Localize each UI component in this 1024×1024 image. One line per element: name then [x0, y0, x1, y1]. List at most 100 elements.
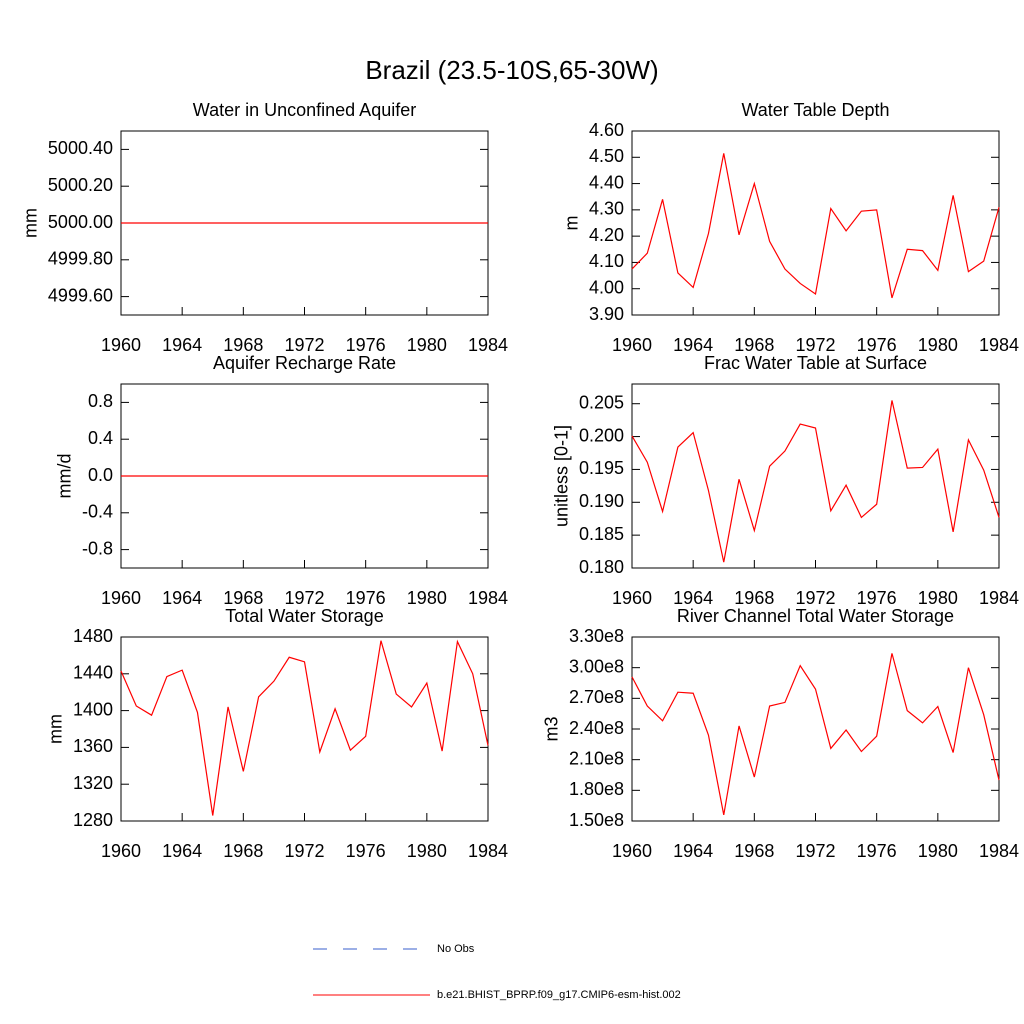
y-tick-label: 1.80e8	[569, 779, 624, 799]
y-tick-label: 0.200	[579, 425, 624, 445]
x-tick-label: 1984	[979, 335, 1019, 355]
x-tick-label: 1980	[407, 335, 447, 355]
y-axis-label: mm	[21, 208, 41, 238]
y-tick-label: 1.50e8	[569, 810, 624, 830]
x-tick-label: 1984	[468, 588, 508, 608]
x-tick-label: 1972	[284, 335, 324, 355]
y-tick-label: 1280	[73, 810, 113, 830]
x-tick-label: 1972	[795, 841, 835, 861]
y-tick-label: -0.4	[82, 502, 113, 522]
y-tick-label: 5000.20	[48, 175, 113, 195]
x-tick-label: 1972	[284, 841, 324, 861]
y-tick-label: 4.00	[589, 277, 624, 297]
plot-frame	[631, 383, 1000, 569]
x-tick-label: 1960	[612, 335, 652, 355]
x-tick-label: 1976	[857, 335, 897, 355]
x-tick-label: 1976	[346, 335, 386, 355]
x-tick-label: 1960	[101, 588, 141, 608]
x-tick-label: 1968	[734, 335, 774, 355]
y-axis-label: mm	[46, 714, 66, 744]
y-tick-label: 4.20	[589, 225, 624, 245]
y-tick-label: 4.60	[589, 120, 624, 140]
x-tick-label: 1980	[918, 841, 958, 861]
y-tick-label: 5000.40	[48, 138, 113, 158]
y-tick-label: 2.70e8	[569, 687, 624, 707]
y-axis-label: mm/d	[55, 454, 75, 499]
y-tick-label: 1400	[73, 699, 113, 719]
y-tick-label: 4.10	[589, 251, 624, 271]
y-tick-label: 0.190	[579, 491, 624, 511]
y-tick-label: 0.180	[579, 557, 624, 577]
data-line	[631, 653, 1000, 815]
plot-frame	[631, 130, 1000, 316]
y-tick-label: 4999.80	[48, 249, 113, 269]
panel-title: Frac Water Table at Surface	[704, 353, 927, 373]
plot-frame	[631, 636, 1000, 822]
data-line	[631, 400, 1000, 563]
x-tick-label: 1968	[223, 335, 263, 355]
figure-title: Brazil (23.5-10S,65-30W)	[365, 55, 658, 85]
x-tick-label: 1968	[734, 841, 774, 861]
y-tick-label: 4.30	[589, 199, 624, 219]
y-axis-label: unitless [0-1]	[552, 425, 572, 527]
y-tick-label: 4.50	[589, 146, 624, 166]
x-tick-label: 1976	[346, 841, 386, 861]
y-tick-label: -0.8	[82, 538, 113, 558]
legend-label: b.e21.BHIST_BPRP.f09_g17.CMIP6-esm-hist.…	[437, 989, 681, 1001]
x-tick-label: 1980	[407, 588, 447, 608]
panel-title: Water Table Depth	[741, 100, 889, 120]
y-tick-label: 0.205	[579, 392, 624, 412]
y-tick-label: 1440	[73, 663, 113, 683]
x-tick-label: 1968	[223, 841, 263, 861]
y-tick-label: 5000.00	[48, 212, 113, 232]
y-tick-label: 2.10e8	[569, 748, 624, 768]
x-tick-label: 1984	[468, 841, 508, 861]
legend-label: No Obs	[437, 943, 475, 955]
x-tick-label: 1964	[673, 588, 713, 608]
x-tick-label: 1964	[673, 841, 713, 861]
x-tick-label: 1984	[979, 588, 1019, 608]
x-tick-label: 1976	[857, 588, 897, 608]
x-tick-label: 1960	[612, 841, 652, 861]
panel-title: Total Water Storage	[225, 606, 383, 626]
x-tick-label: 1976	[346, 588, 386, 608]
y-tick-label: 1480	[73, 626, 113, 646]
y-tick-label: 0.8	[88, 391, 113, 411]
y-tick-label: 0.185	[579, 524, 624, 544]
x-tick-label: 1972	[795, 588, 835, 608]
y-tick-label: 0.0	[88, 465, 113, 485]
panel-title: River Channel Total Water Storage	[677, 606, 954, 626]
y-tick-label: 1360	[73, 736, 113, 756]
panel-title: Water in Unconfined Aquifer	[193, 100, 416, 120]
x-tick-label: 1984	[468, 335, 508, 355]
y-tick-label: 3.90	[589, 304, 624, 324]
y-axis-label: m3	[542, 716, 562, 741]
y-tick-label: 0.195	[579, 458, 624, 478]
x-tick-label: 1980	[407, 841, 447, 861]
data-line	[120, 639, 489, 816]
y-tick-label: 0.4	[88, 428, 113, 448]
x-tick-label: 1964	[162, 841, 202, 861]
x-tick-label: 1960	[101, 335, 141, 355]
x-tick-label: 1976	[857, 841, 897, 861]
y-tick-label: 4999.60	[48, 285, 113, 305]
x-tick-label: 1972	[284, 588, 324, 608]
x-tick-label: 1968	[223, 588, 263, 608]
data-line	[631, 153, 1000, 299]
y-tick-label: 2.40e8	[569, 718, 624, 738]
panel-title: Aquifer Recharge Rate	[213, 353, 396, 373]
y-axis-label: m	[562, 216, 582, 231]
x-tick-label: 1960	[101, 841, 141, 861]
y-tick-label: 1320	[73, 773, 113, 793]
x-tick-label: 1972	[795, 335, 835, 355]
x-tick-label: 1968	[734, 588, 774, 608]
y-tick-label: 3.00e8	[569, 656, 624, 676]
x-tick-label: 1980	[918, 588, 958, 608]
x-tick-label: 1984	[979, 841, 1019, 861]
x-tick-label: 1960	[612, 588, 652, 608]
x-tick-label: 1964	[673, 335, 713, 355]
x-tick-label: 1964	[162, 335, 202, 355]
x-tick-label: 1964	[162, 588, 202, 608]
y-tick-label: 3.30e8	[569, 626, 624, 646]
